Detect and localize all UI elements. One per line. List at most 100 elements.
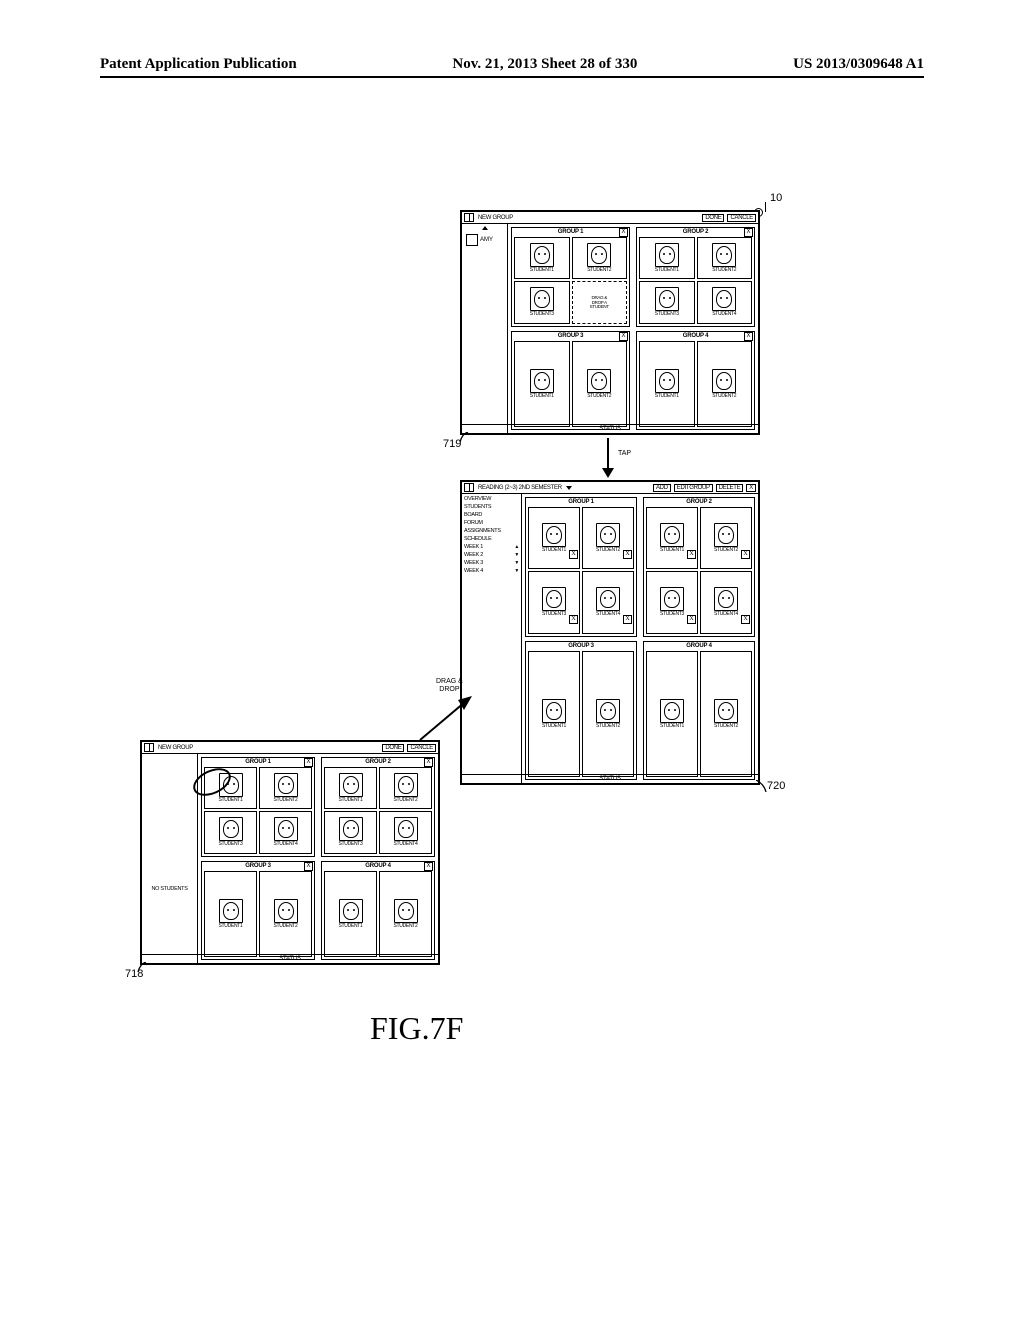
group-close-button[interactable]: X [424,758,433,767]
avatar-icon [274,899,298,923]
cell-check-icon[interactable]: X [687,615,696,624]
sidebar-item[interactable]: STUDENTS [464,504,519,510]
student-label: STUDENT1 [655,394,679,399]
sidebar-week-item[interactable]: WEEK 3▼ [464,560,519,566]
student-cell[interactable]: STUDENT1X [646,507,698,569]
student-cell[interactable]: STUDENT1 [639,341,695,428]
editgroup-button[interactable]: EDITGROUP [674,484,713,492]
student-label: STUDENT2 [587,268,611,273]
student-cell[interactable]: STUDENT4 [697,281,753,323]
student-cell[interactable]: STUDENT2X [582,507,634,569]
group-close-button[interactable]: X [744,228,753,237]
student-cell[interactable]: STUDENT4X [582,571,634,633]
avatar-icon [339,773,363,797]
cancel-button[interactable]: CANCLE [727,214,756,222]
student-label: STUDENT2 [394,798,418,803]
student-cell[interactable]: STUDENT2 [582,651,634,778]
student-cell[interactable]: STUDENT4 [259,811,312,853]
group-close-button[interactable]: X [424,862,433,871]
student-cell[interactable]: STUDENT2 [572,237,628,279]
delete-button[interactable]: DELETE [716,484,744,492]
sidebar-item[interactable]: BOARD [464,512,519,518]
student-cell[interactable]: STUDENT3 [639,281,695,323]
sidebar-item[interactable]: SCHEDULE [464,536,519,542]
cell-check-icon[interactable]: X [623,550,632,559]
student-cell[interactable]: STUDENT2 [379,767,432,809]
student-label: STUDENT2 [596,724,620,729]
student-cell[interactable]: STUDENT1 [639,237,695,279]
group-box: GROUP 3STUDENT1STUDENT2 [525,641,637,781]
student-cell[interactable]: STUDENT2X [700,507,752,569]
group-close-button[interactable]: X [619,228,628,237]
student-cell[interactable]: STUDENT1 [324,871,377,958]
cell-check-icon[interactable]: X [741,550,750,559]
group-close-button[interactable]: X [619,332,628,341]
group-close-button[interactable]: X [304,862,313,871]
ref-720-tick [756,780,770,792]
student-cell[interactable]: STUDENT4X [700,571,752,633]
sidebar-item[interactable]: ASSIGNMENTS [464,528,519,534]
cell-check-icon[interactable]: X [687,550,696,559]
student-label: STUDENT2 [714,548,738,553]
group-close-button[interactable]: X [744,332,753,341]
sidebar-week-item[interactable]: WEEK 4▼ [464,568,519,574]
student-cell[interactable]: STUDENT2 [379,871,432,958]
sidebar-week-item[interactable]: WEEK 2▼ [464,552,519,558]
group-title: GROUP 2 [637,228,754,235]
student-cell[interactable]: DRAG & DROP A STUDENT [572,281,628,323]
student-cell[interactable]: STUDENT3 [204,811,257,853]
done-button[interactable]: DONE [702,214,724,222]
avatar-icon [394,899,418,923]
close-button[interactable]: X [746,484,756,492]
student-label: STUDENT3 [655,312,679,317]
avatar-icon [655,369,679,393]
student-cell[interactable]: STUDENT3X [528,571,580,633]
sidebar-week-item[interactable]: WEEK 1▲ [464,544,519,550]
cell-check-icon[interactable]: X [569,615,578,624]
sidebar-item[interactable]: OVERVIEW [464,496,519,502]
group-title: GROUP 2 [322,758,434,765]
cell-check-icon[interactable]: X [569,550,578,559]
group-box: GROUP 2X STUDENT1 STUDENT2 STUDENT3 STUDENT4 [321,757,435,857]
no-students-label: NO STUDENTS [151,886,187,892]
sidebar-student-amy[interactable]: AMY [464,232,505,248]
student-label: STUDENT2 [596,548,620,553]
student-cell[interactable]: STUDENT2 [697,341,753,428]
student-cell[interactable]: STUDENT1 [528,651,580,778]
new-group-label[interactable]: NEW GROUP [158,745,193,751]
student-cell[interactable]: STUDENT2 [700,651,752,778]
done-button[interactable]: DONE [382,744,404,752]
header-right: US 2013/0309648 A1 [793,56,924,73]
cell-check-icon[interactable]: X [741,615,750,624]
group-close-button[interactable]: X [304,758,313,767]
cell-check-icon[interactable]: X [623,615,632,624]
student-cell[interactable]: STUDENT1 [324,767,377,809]
add-button[interactable]: ADD [653,484,671,492]
student-cell[interactable]: STUDENT1 [204,871,257,958]
avatar-icon [530,287,554,311]
student-cell[interactable]: STUDENT4 [379,811,432,853]
avatar-icon [712,287,736,311]
student-cell[interactable]: STUDENT2 [697,237,753,279]
sidebar-item[interactable]: FORUM [464,520,519,526]
student-cell[interactable]: STUDENT3X [646,571,698,633]
dropdown-icon[interactable] [566,486,572,490]
drop-target-label: DRAG & DROP A STUDENT [590,296,609,310]
new-group-label[interactable]: NEW GROUP [478,215,513,221]
student-cell[interactable]: STUDENT1 [646,651,698,778]
student-cell[interactable]: STUDENT1 [514,237,570,279]
group-cells: STUDENT1 STUDENT2 STUDENT3 DRAG & DROP A ST… [512,235,629,326]
group-box: GROUP 2X STUDENT1STUDENT2 STUDENT3 STUDENT4 [636,227,755,327]
student-cell[interactable]: STUDENT2 [259,767,312,809]
student-cell[interactable]: STUDENT3 [324,811,377,853]
student-cell[interactable]: STUDENT1X [528,507,580,569]
student-cell[interactable]: STUDENT1 [514,341,570,428]
student-label: STUDENT3 [339,842,363,847]
avatar-icon [660,587,684,611]
student-cell[interactable]: STUDENT2 [259,871,312,958]
panel-718-groups: GROUP 1XSTUDENT1STUDENT2STUDENT3STUDENT4… [198,754,438,963]
student-cell[interactable]: STUDENT2 [572,341,628,428]
group-cells: STUDENT1STUDENT2 [644,649,754,780]
week-label: WEEK 4 [464,568,483,574]
student-cell[interactable]: STUDENT3 [514,281,570,323]
